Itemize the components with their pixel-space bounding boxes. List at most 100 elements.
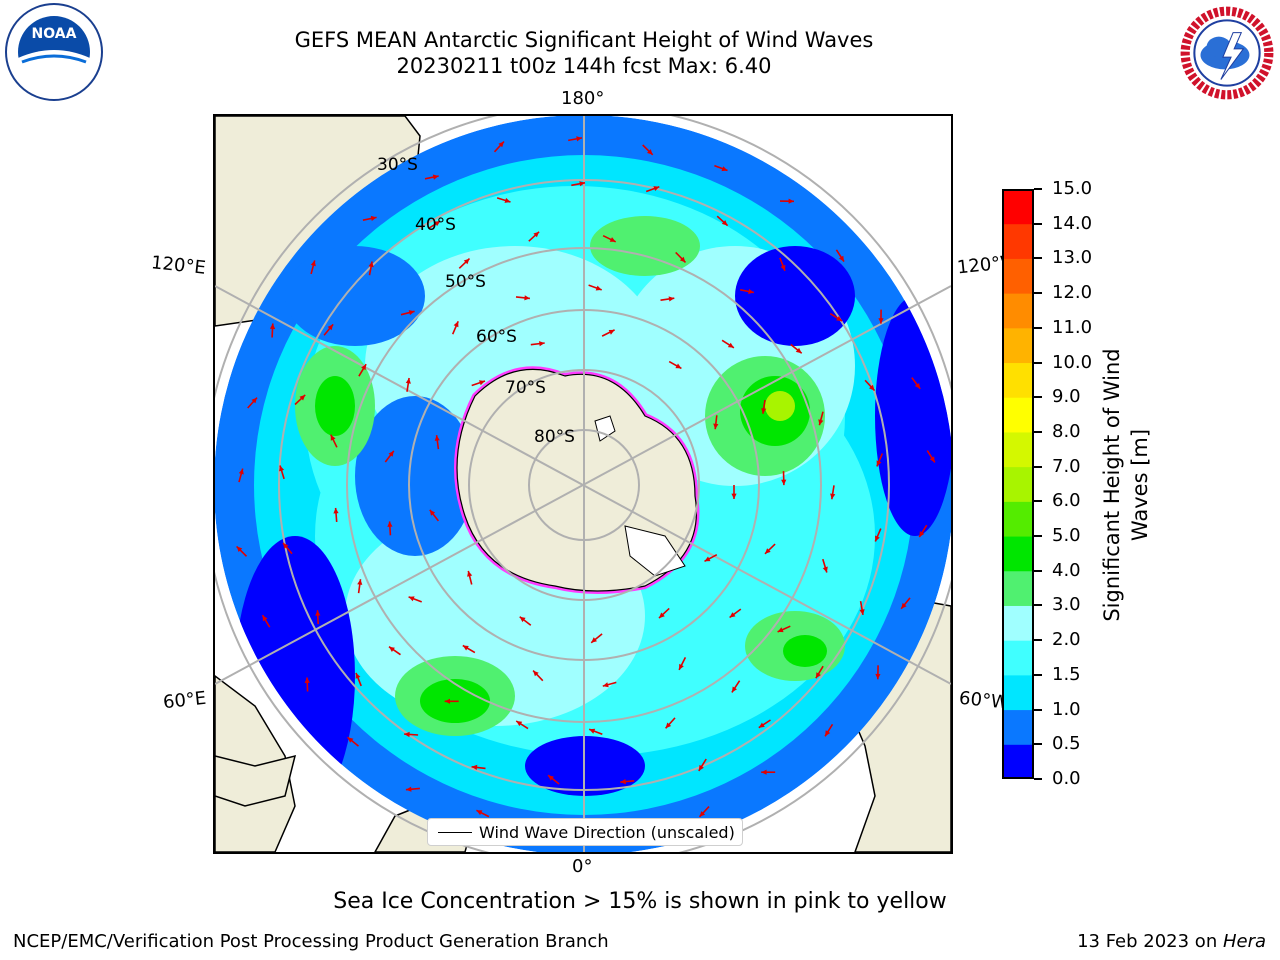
wave-arrow-head (310, 260, 316, 267)
wave-arrow-head (761, 769, 767, 775)
lat-label-80: 80°S (534, 427, 575, 447)
colorbar-tick-mark (1034, 292, 1042, 295)
lon-label-0: 0° (572, 856, 593, 877)
colorbar-tick-label: 1.0 (1052, 698, 1081, 720)
wave-arrow-head (679, 663, 684, 670)
wave-arrow-head (875, 673, 881, 680)
colorbar-tick-mark (1034, 743, 1042, 746)
sea-ice-caption: Sea Ice Concentration > 15% is shown in … (333, 889, 947, 914)
colorbar-segment (1002, 466, 1034, 502)
wave-arrow-head (869, 384, 875, 391)
wave-arrow-head (539, 341, 545, 347)
wave-arrow-head (361, 364, 367, 371)
legend-line-swatch (438, 832, 472, 833)
chart-title: GEFS MEAN Antarctic Significant Height o… (294, 28, 874, 52)
wave-arrow-head (919, 531, 925, 538)
colorbar-segment (1002, 397, 1034, 433)
wave-arrow-head (476, 810, 483, 816)
wave-arrow-head (579, 181, 585, 187)
colorbar-tick-mark (1034, 569, 1042, 572)
wave-arrow-head (238, 468, 244, 475)
wave-arrow-head (404, 731, 410, 738)
wave-arrow-head (859, 609, 865, 615)
colorbar-tick-label: 0.5 (1052, 733, 1081, 755)
colorbar-segment (1002, 258, 1034, 294)
wave-arrow-head (836, 316, 843, 321)
colorbar-segment (1002, 744, 1034, 779)
colorbar-frame (1002, 189, 1034, 779)
wave-arrow-head (901, 602, 907, 609)
wave-arrow-head (731, 686, 737, 693)
colorbar-tick-mark (1034, 708, 1042, 711)
noaa-logo: NOAA (5, 3, 103, 101)
wave-arrow-head (463, 258, 470, 265)
colorbar-tick-mark (1034, 326, 1042, 329)
colorbar-tick-mark (1034, 257, 1042, 260)
wave-arrow-head (479, 380, 485, 386)
wave-arrow-head (795, 347, 802, 354)
wave-arrow-head (498, 141, 504, 148)
colorbar-tick-label: 14.0 (1052, 212, 1093, 234)
wind-wave-arrows (236, 136, 936, 834)
wave-arrow-head (765, 548, 771, 554)
footer-host: Hera (1222, 931, 1266, 952)
colorbar-segment (1002, 709, 1034, 745)
footer-date: 13 Feb 2023 on Hera (1077, 931, 1266, 952)
wave-arrow-head (875, 535, 880, 542)
legend-label: Wind Wave Direction (unscaled) (479, 823, 735, 842)
wave-arrow-head (679, 256, 686, 263)
lat-label-50: 50°S (445, 272, 486, 292)
wave-arrow-head (721, 166, 728, 172)
colorbar-tick-mark (1034, 465, 1042, 468)
wave-arrow-head (609, 237, 616, 242)
colorbar-tick-mark (1034, 604, 1042, 607)
wave-arrow-head (675, 363, 682, 369)
wave-arrow-head (876, 460, 882, 467)
lat-label-60: 60°S (476, 327, 517, 347)
wave-arrow-head (713, 423, 719, 430)
colorbar-tick-label: 10.0 (1052, 351, 1093, 373)
wave-arrow-head (408, 310, 415, 316)
colorbar-segment (1002, 362, 1034, 398)
lon-label-60e: 60°E (162, 687, 208, 714)
colorbar-tick-mark (1034, 430, 1042, 433)
wave-arrow-head (405, 378, 411, 384)
wave-arrow-head (389, 646, 395, 652)
wave-arrow-head (591, 637, 597, 643)
wave-arrow-head (533, 231, 540, 238)
wave-arrow-head (462, 645, 469, 651)
lat-label-30: 30°S (377, 155, 418, 175)
lat-labels: 30°S 40°S 50°S 60°S 70°S 80°S (377, 155, 575, 447)
colorbar-segment (1002, 327, 1034, 364)
wave-arrow-head (548, 775, 554, 781)
wave-arrow-head (781, 479, 787, 486)
colorbar-segment (1002, 293, 1034, 329)
wave-arrow-head (283, 543, 289, 549)
polar-map: 30°S 40°S 50°S 60°S 70°S 80°S (215, 116, 951, 852)
wave-arrow-head (333, 507, 339, 514)
colorbar-tick-label: 15.0 (1052, 178, 1093, 199)
lat-label-70: 70°S (505, 378, 546, 398)
colorbar-segment (1002, 223, 1034, 259)
wave-arrow-head (347, 737, 354, 743)
colorbar-segment (1002, 640, 1034, 676)
wave-arrow-head (453, 321, 459, 328)
colorbar-tick-mark (1034, 500, 1042, 503)
colorbar-tick-label: 6.0 (1052, 490, 1081, 512)
wave-arrow-head (576, 136, 582, 142)
wave-arrow-head (653, 186, 660, 191)
wave-arrow-head (758, 722, 765, 728)
wave-arrow-head (299, 394, 306, 401)
colorbar-tick-mark (1034, 778, 1042, 780)
wave-arrow-head (504, 197, 511, 203)
colorbar-tick-mark (1034, 396, 1042, 399)
nws-logo (1178, 4, 1276, 102)
wave-arrow-head (432, 174, 439, 180)
chart-subtitle: 20230211 t00z 144h fcst Max: 6.40 (396, 54, 772, 78)
wave-arrow-head (780, 264, 786, 271)
lon-label-60w: 60°W (958, 687, 1006, 714)
colorbar-tick-label: 13.0 (1052, 247, 1093, 269)
wave-arrow-head (471, 764, 478, 770)
wave-arrow-head (731, 493, 737, 499)
colorbar-segment (1002, 605, 1034, 641)
